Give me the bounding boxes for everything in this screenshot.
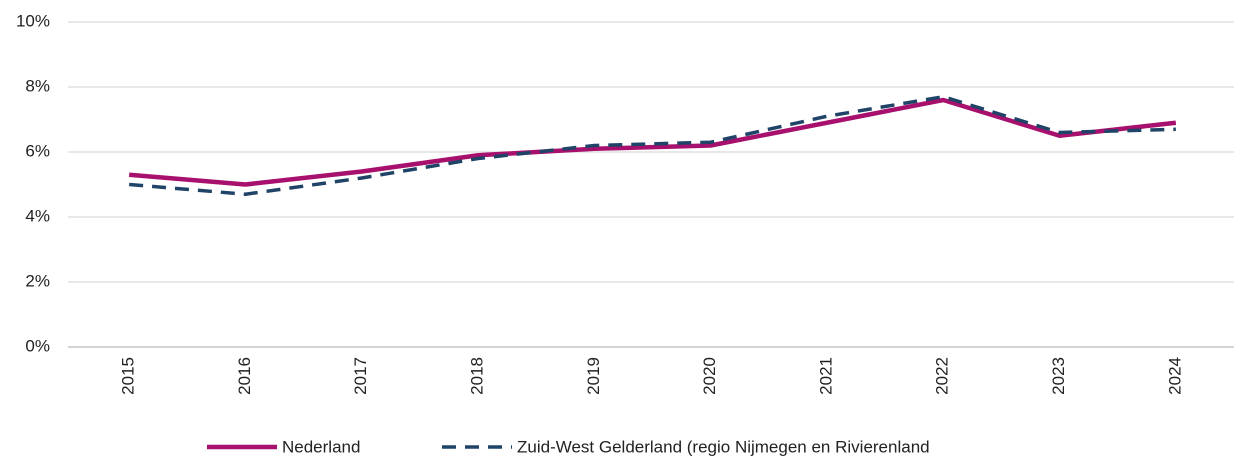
legend-label: Zuid-West Gelderland (regio Nijmegen en …: [517, 437, 930, 456]
legend-label: Nederland: [282, 437, 360, 456]
y-tick-label: 10%: [16, 11, 50, 30]
x-tick-label: 2015: [119, 357, 138, 395]
x-tick-label: 2023: [1049, 357, 1068, 395]
x-tick-label: 2019: [584, 357, 603, 395]
x-tick-label: 2021: [816, 357, 835, 395]
x-tick-label: 2018: [468, 357, 487, 395]
y-tick-label: 8%: [25, 76, 50, 95]
x-tick-label: 2020: [700, 357, 719, 395]
series-line: [128, 97, 1177, 187]
x-tick-label: 2022: [933, 357, 952, 395]
x-tick-label: 2016: [235, 357, 254, 395]
y-tick-label: 2%: [25, 271, 50, 290]
y-tick-label: 0%: [25, 336, 50, 355]
x-tick-label: 2017: [351, 357, 370, 395]
y-tick-label: 4%: [25, 206, 50, 225]
y-tick-label: 6%: [25, 141, 50, 160]
x-tick-label: 2024: [1165, 357, 1184, 395]
series-line: [129, 95, 1176, 196]
